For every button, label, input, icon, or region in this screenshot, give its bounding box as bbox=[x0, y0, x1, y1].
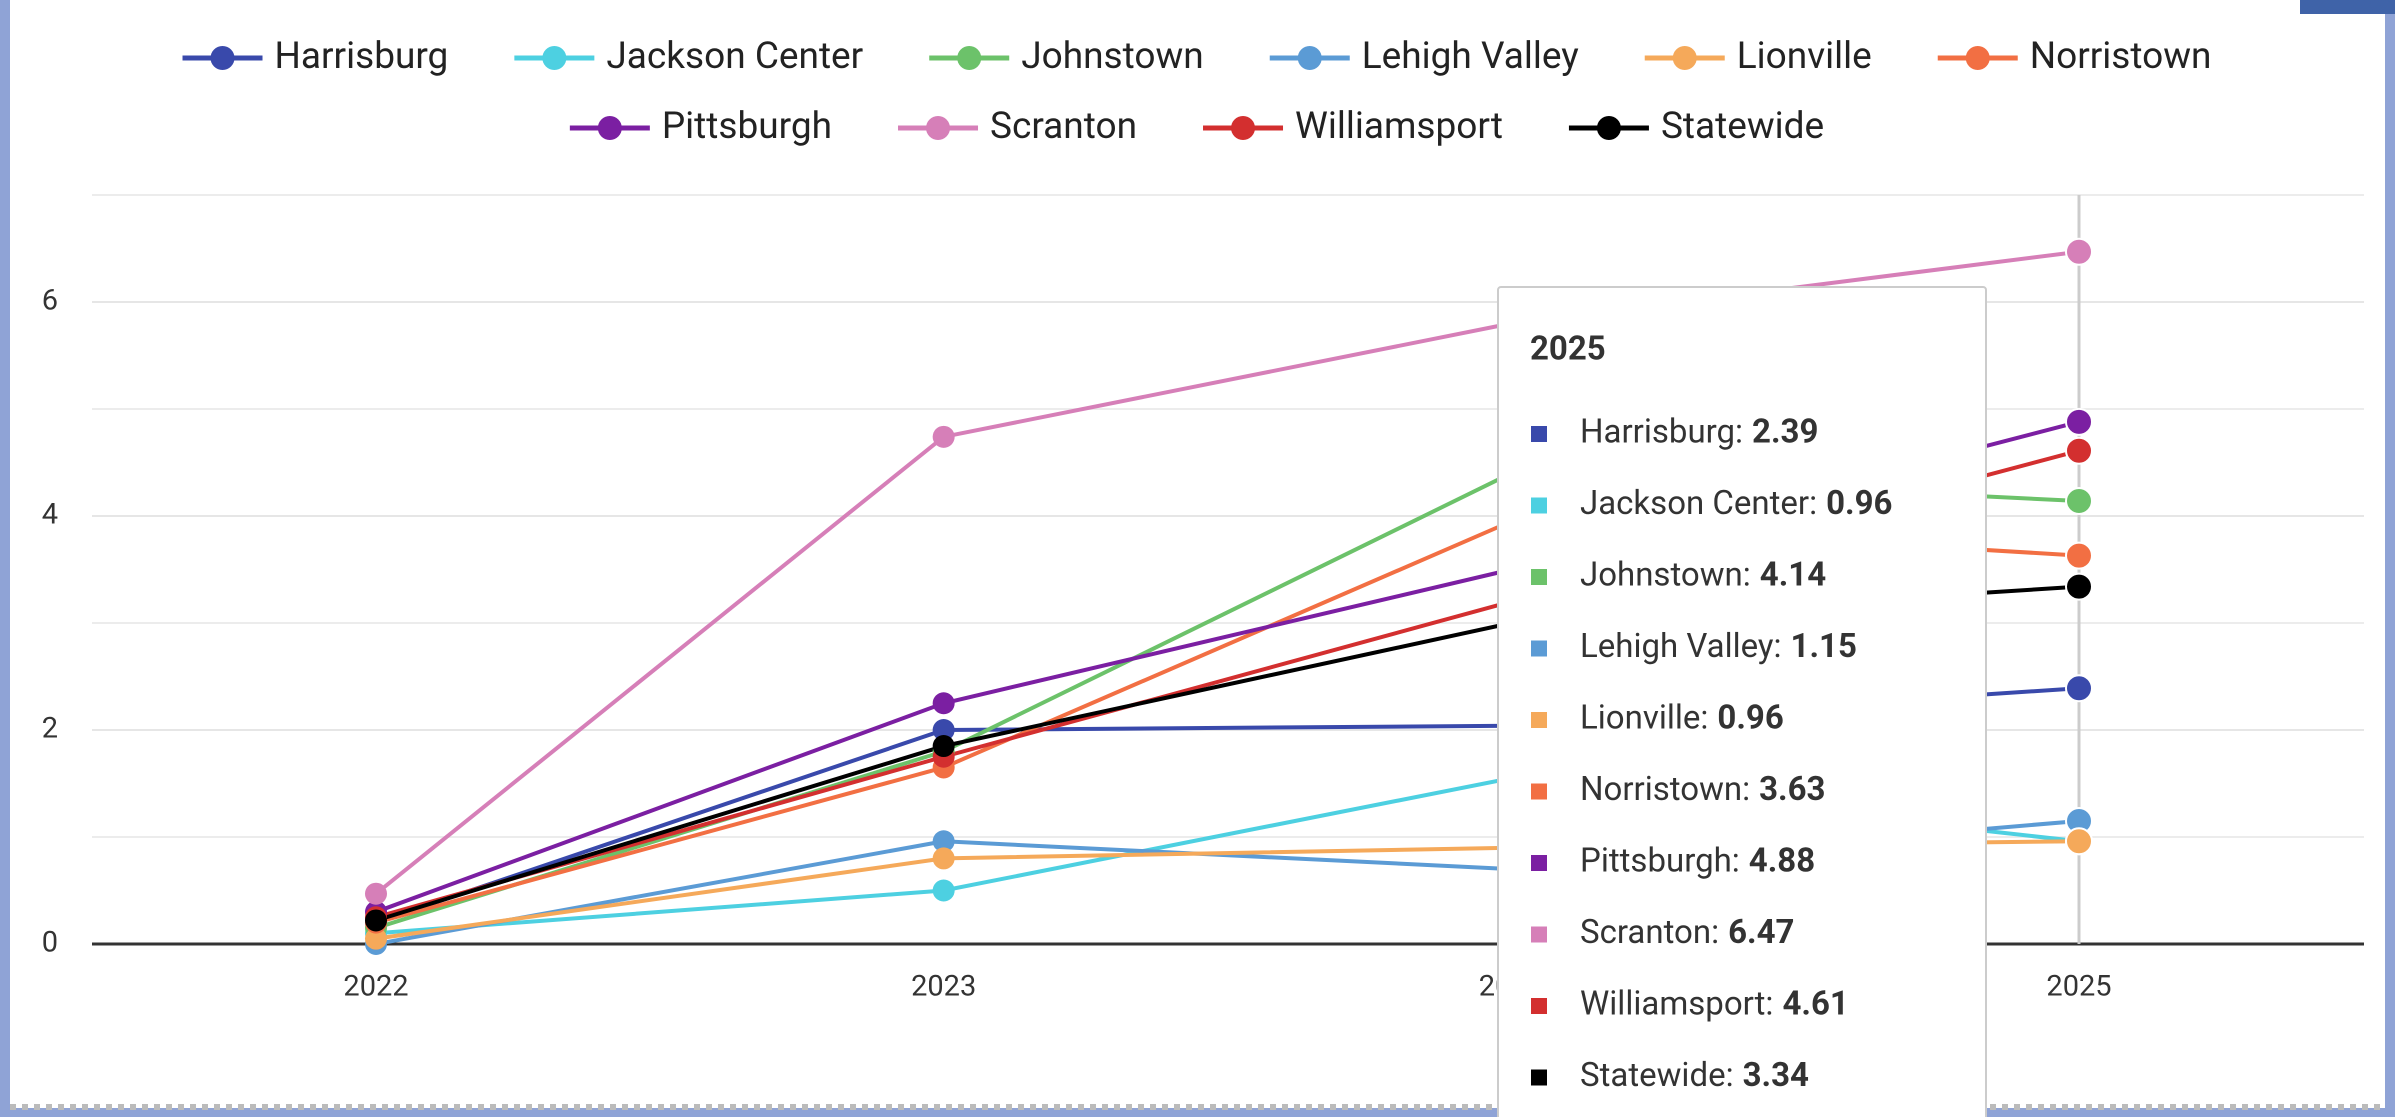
tooltip-swatch bbox=[1531, 640, 1547, 657]
tooltip-swatch bbox=[1531, 497, 1547, 514]
point bbox=[932, 735, 955, 758]
legend-dot bbox=[1965, 46, 1990, 70]
point bbox=[932, 425, 955, 448]
legend-dot bbox=[1672, 46, 1697, 70]
tooltip-value: 3.34 bbox=[1743, 1056, 1809, 1095]
legend-label: Jackson Center bbox=[606, 35, 863, 78]
tooltip-swatch bbox=[1531, 855, 1547, 871]
legend-label: Scranton bbox=[990, 105, 1137, 148]
tooltip-value: 4.88 bbox=[1749, 842, 1815, 881]
tooltip-box bbox=[1497, 286, 1987, 1117]
point bbox=[932, 879, 955, 902]
legend-label: Lionville bbox=[1737, 35, 1872, 78]
tooltip-value: 0.96 bbox=[1826, 484, 1892, 523]
y-tick-label: 4 bbox=[42, 498, 58, 532]
legend-item: Jackson Center bbox=[514, 35, 863, 78]
legend-dot bbox=[542, 46, 567, 70]
tooltip-swatch bbox=[1531, 926, 1547, 943]
tooltip-swatch bbox=[1531, 712, 1547, 728]
legend-dot bbox=[957, 46, 982, 70]
tooltip-value: 2.39 bbox=[1752, 413, 1818, 452]
legend-item: Pittsburgh bbox=[569, 105, 832, 148]
tooltip-value: 4.61 bbox=[1782, 985, 1848, 1024]
tooltip-value: 4.14 bbox=[1760, 556, 1826, 595]
legend-label: Johnstown bbox=[1021, 35, 1204, 78]
point bbox=[2065, 407, 2093, 436]
point bbox=[2065, 487, 2093, 516]
point bbox=[932, 719, 955, 741]
point bbox=[932, 692, 955, 715]
tooltip-value: 3.63 bbox=[1759, 770, 1825, 809]
tooltip-swatch bbox=[1531, 1069, 1547, 1086]
legend-label: Williamsport bbox=[1295, 105, 1503, 148]
legend-item: Scranton bbox=[898, 105, 1137, 148]
point bbox=[2065, 827, 2093, 856]
legend-label: Pittsburgh bbox=[662, 105, 832, 148]
point bbox=[932, 847, 955, 870]
point bbox=[2065, 572, 2093, 601]
tooltip-swatch bbox=[1531, 783, 1547, 800]
legend-dot bbox=[1231, 116, 1256, 140]
legend-item: Johnstown bbox=[929, 35, 1204, 78]
tooltip-label: Scranton: bbox=[1580, 913, 1719, 952]
point bbox=[2065, 237, 2093, 266]
legend-label: Harrisburg bbox=[275, 35, 449, 78]
tooltip-value: 6.47 bbox=[1728, 913, 1794, 952]
legend-label: Statewide bbox=[1661, 105, 1824, 148]
x-tick-label: 2025 bbox=[2046, 970, 2111, 1004]
point bbox=[932, 830, 955, 853]
tooltip-swatch bbox=[1531, 569, 1547, 585]
x-tick-label: 2022 bbox=[343, 970, 408, 1004]
x-tick-label: 2023 bbox=[911, 970, 976, 1004]
panel bbox=[10, 0, 2385, 1108]
legend: Harrisburg Jackson Center Johnstown Lehigh … bbox=[182, 35, 2212, 148]
legend-dot bbox=[210, 46, 235, 70]
point bbox=[2065, 436, 2093, 465]
corner-tab bbox=[2300, 0, 2395, 14]
point bbox=[365, 882, 387, 905]
point bbox=[365, 909, 387, 932]
legend-dot bbox=[597, 116, 622, 140]
tooltip-label: Pittsburgh: bbox=[1580, 842, 1740, 881]
tooltip-label: Statewide: bbox=[1580, 1056, 1734, 1095]
legend-item: Harrisburg bbox=[182, 35, 449, 78]
legend-item: Lionville bbox=[1644, 35, 1872, 78]
y-tick-label: 6 bbox=[42, 284, 58, 318]
tooltip-label: Jackson Center: bbox=[1580, 484, 1817, 523]
point bbox=[2065, 541, 2093, 570]
legend-dot bbox=[1596, 116, 1621, 140]
tooltip-swatch bbox=[1531, 426, 1547, 442]
point bbox=[365, 927, 387, 950]
point bbox=[2065, 674, 2093, 703]
tooltip-label: Williamsport: bbox=[1580, 985, 1773, 1024]
tooltip-label: Harrisburg: bbox=[1580, 413, 1743, 452]
y-tick-label: 2 bbox=[42, 712, 58, 746]
legend-label: Norristown bbox=[2030, 35, 2212, 78]
tooltip-title: 2025 bbox=[1530, 330, 1606, 369]
tooltip-label: Lionville: bbox=[1580, 699, 1708, 738]
legend-item: Williamsport bbox=[1203, 105, 1503, 148]
legend-item: Statewide bbox=[1568, 105, 1824, 148]
legend-item: Norristown bbox=[1937, 35, 2212, 78]
tooltip-label: Lehigh Valley: bbox=[1580, 627, 1782, 666]
tooltip-value: 0.96 bbox=[1717, 699, 1783, 738]
legend-item: Lehigh Valley bbox=[1269, 35, 1579, 78]
y-tick-label: 0 bbox=[42, 926, 58, 960]
tooltip-swatch bbox=[1531, 998, 1547, 1014]
tooltip-value: 1.15 bbox=[1791, 627, 1857, 666]
tooltip-label: Johnstown: bbox=[1580, 556, 1751, 595]
legend-label: Lehigh Valley bbox=[1362, 35, 1579, 78]
tooltip-label: Norristown: bbox=[1580, 770, 1750, 809]
legend-dot bbox=[1297, 46, 1322, 70]
legend-dot bbox=[926, 116, 951, 140]
